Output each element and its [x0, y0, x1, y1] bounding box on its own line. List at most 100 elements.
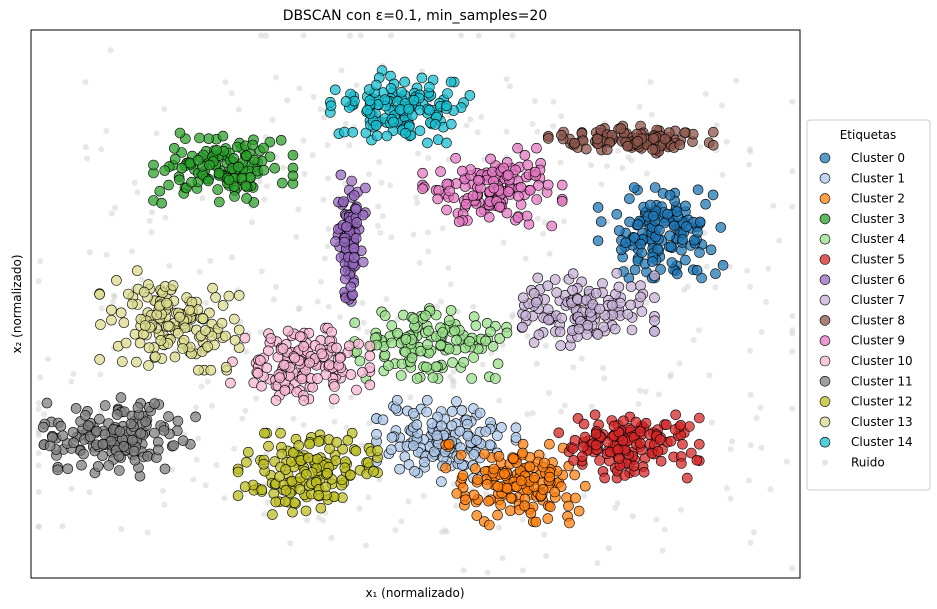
cluster-point	[197, 313, 209, 324]
noise-point	[416, 259, 423, 266]
noise-point	[470, 303, 477, 310]
cluster-point	[715, 222, 727, 233]
cluster-point	[97, 438, 109, 450]
noise-point	[684, 283, 691, 290]
legend-marker	[819, 416, 831, 428]
cluster-point	[601, 144, 613, 155]
cluster-point	[421, 406, 433, 418]
noise-point	[148, 209, 155, 216]
cluster-point	[556, 312, 568, 324]
cluster-point	[435, 339, 447, 351]
cluster-point	[629, 264, 641, 276]
cluster-point	[611, 267, 623, 279]
cluster-point	[694, 247, 705, 258]
cluster-point	[468, 489, 480, 501]
plot-area	[35, 32, 796, 576]
cluster-point	[471, 434, 482, 446]
cluster-point	[635, 238, 647, 250]
legend-label: Cluster 8	[851, 313, 905, 327]
noise-point	[637, 387, 643, 394]
noise-point	[118, 525, 125, 532]
cluster-point	[294, 483, 306, 495]
noise-point	[519, 567, 526, 574]
cluster-point	[159, 165, 170, 176]
cluster-point	[258, 165, 270, 176]
cluster-point	[615, 123, 627, 134]
legend-label: Cluster 4	[851, 232, 905, 246]
cluster-point	[153, 444, 164, 456]
cluster-point	[495, 499, 507, 511]
cluster-point	[94, 354, 105, 365]
noise-point	[360, 319, 367, 326]
cluster-point	[70, 403, 82, 414]
noise-point	[35, 400, 42, 407]
cluster-point	[493, 450, 505, 462]
cluster-point	[239, 332, 251, 344]
noise-point	[789, 565, 796, 572]
cluster-point	[217, 300, 229, 311]
noise-point	[407, 394, 414, 401]
noise-point	[328, 403, 335, 410]
cluster-point	[95, 319, 106, 330]
noise-point	[628, 157, 635, 164]
cluster-point	[567, 268, 579, 280]
cluster-point	[408, 440, 419, 452]
cluster-point	[628, 182, 640, 193]
cluster-point	[321, 467, 333, 479]
noise-point	[148, 229, 155, 236]
noise-point	[213, 462, 220, 469]
noise-point	[668, 371, 675, 378]
noise-point	[229, 254, 236, 261]
noise-point	[195, 435, 202, 442]
noise-point	[300, 137, 307, 144]
cluster-point	[481, 479, 493, 490]
cluster-point	[106, 314, 117, 326]
noise-point	[558, 113, 565, 120]
cluster-point	[707, 140, 719, 151]
cluster-point	[640, 417, 652, 429]
noise-point	[112, 204, 119, 211]
cluster-point	[94, 413, 105, 425]
noise-point	[753, 415, 760, 421]
cluster-point	[510, 422, 522, 434]
cluster-point	[470, 320, 482, 331]
cluster-point	[190, 411, 201, 423]
noise-point	[642, 388, 649, 395]
noise-point	[776, 237, 783, 244]
noise-point	[475, 32, 482, 39]
noise-point	[243, 348, 250, 355]
noise-point	[82, 144, 89, 151]
noise-point	[661, 526, 668, 533]
noise-point	[647, 79, 654, 85]
cluster-point	[692, 226, 703, 238]
noise-point	[301, 171, 308, 177]
cluster-point	[487, 340, 499, 352]
series-cluster-5	[553, 409, 705, 484]
noise-point	[655, 391, 662, 398]
noise-point	[524, 332, 531, 339]
noise-point	[447, 281, 454, 288]
noise-point	[235, 106, 242, 113]
noise-point	[346, 32, 353, 39]
cluster-point	[379, 310, 391, 322]
noise-point	[770, 202, 777, 209]
cluster-point	[135, 428, 147, 439]
noise-point	[264, 499, 271, 506]
noise-point	[535, 215, 542, 222]
noise-point	[103, 127, 110, 134]
cluster-point	[391, 394, 403, 406]
noise-point	[328, 534, 335, 541]
noise-point	[398, 518, 405, 525]
noise-point	[447, 373, 454, 380]
noise-point	[415, 150, 421, 157]
cluster-point	[501, 207, 513, 219]
cluster-point	[530, 296, 542, 308]
cluster-point	[300, 468, 312, 480]
noise-point	[747, 347, 754, 354]
cluster-point	[450, 153, 462, 164]
noise-point	[726, 263, 733, 270]
cluster-point	[307, 381, 319, 393]
noise-point	[273, 74, 279, 81]
cluster-point	[161, 297, 172, 309]
